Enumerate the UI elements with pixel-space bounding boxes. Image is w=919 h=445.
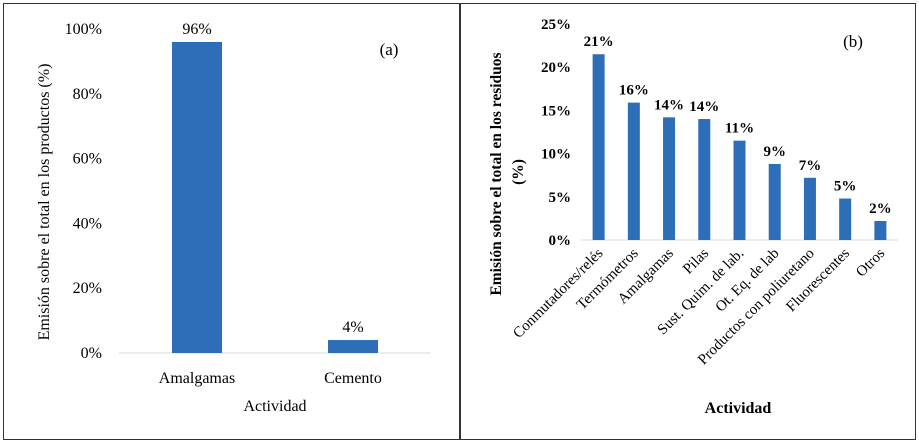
- chart-panel-b: 0% 5% 10% 15% 20% 25% 21% 16% 14% 14% 11% 9% 7% 5% 2%…: [460, 3, 916, 440]
- y-tick-label: 20%: [541, 60, 571, 76]
- y-tick-label: 60%: [73, 151, 102, 168]
- y-tick-label: 10%: [541, 147, 571, 163]
- chart-b-y-axis-title-line2: (%): [510, 159, 527, 185]
- chart-b-bars: [592, 54, 887, 241]
- y-tick-label: 0%: [81, 345, 102, 362]
- y-tick-label: 15%: [541, 103, 571, 119]
- y-tick-label: 0%: [549, 233, 572, 249]
- bar: [627, 102, 640, 241]
- data-label: 7%: [799, 158, 822, 174]
- data-label: 14%: [654, 97, 684, 113]
- bar: [768, 163, 781, 240]
- chart-a-svg: 0% 20% 40% 60% 80% 100% 96% 4% Amalgamas Cement…: [36, 21, 431, 415]
- data-label: 14%: [689, 99, 719, 115]
- chart-b-svg: 0% 5% 10% 15% 20% 25% 21% 16% 14% 14% 11% 9% 7% 5% 2%…: [488, 17, 898, 417]
- chart-b-x-axis-title: Actividad: [705, 400, 772, 417]
- y-tick-label: 100%: [65, 21, 102, 38]
- data-label: 16%: [619, 83, 649, 99]
- bar: [328, 340, 378, 353]
- x-tick-label: Amalgamas: [159, 370, 235, 387]
- x-tick-label: Pilas: [680, 245, 712, 277]
- chart-b-panel-label: (b): [843, 32, 863, 51]
- chart-a-bars: [172, 41, 378, 354]
- bar: [663, 117, 676, 240]
- chart-b-y-ticks: 0% 5% 10% 15% 20% 25%: [541, 17, 571, 249]
- bar: [733, 140, 746, 240]
- y-tick-label: 25%: [541, 17, 571, 33]
- bar: [874, 220, 887, 240]
- chart-b-data-labels: 21% 16% 14% 14% 11% 9% 7% 5% 2%: [584, 34, 892, 217]
- data-label: 5%: [834, 179, 857, 195]
- bar: [803, 177, 816, 240]
- y-tick-label: 20%: [73, 280, 102, 297]
- chart-panel-a: 0% 20% 40% 60% 80% 100% 96% 4% Amalgamas Cement…: [3, 3, 460, 440]
- bar: [172, 41, 222, 354]
- data-label: 4%: [342, 319, 363, 336]
- y-tick-label: 80%: [73, 86, 102, 103]
- data-label: 9%: [763, 144, 786, 160]
- data-label: 96%: [182, 21, 211, 38]
- bar: [592, 54, 605, 240]
- x-tick-label: Otros: [853, 245, 888, 280]
- y-tick-label: 40%: [73, 215, 102, 232]
- chart-a-y-ticks: 0% 20% 40% 60% 80% 100%: [65, 21, 102, 362]
- y-tick-label: 5%: [549, 190, 572, 206]
- chart-a-x-axis-title: Actividad: [243, 398, 306, 415]
- chart-a-panel-label: (a): [380, 40, 399, 59]
- data-label: 11%: [725, 121, 754, 137]
- chart-a-y-axis-title: Emisión sobre el total en los productos …: [36, 64, 53, 341]
- bar: [698, 119, 711, 240]
- x-tick-label: Cemento: [324, 370, 382, 387]
- data-label: 21%: [584, 34, 614, 50]
- data-label: 2%: [869, 201, 892, 217]
- chart-b-y-axis-title-line1: Emisión sobre el total en los residuos: [488, 52, 505, 295]
- chart-a-data-labels: 96% 4%: [182, 21, 363, 336]
- chart-a-x-ticks: Amalgamas Cemento: [159, 370, 382, 387]
- bar: [839, 198, 852, 240]
